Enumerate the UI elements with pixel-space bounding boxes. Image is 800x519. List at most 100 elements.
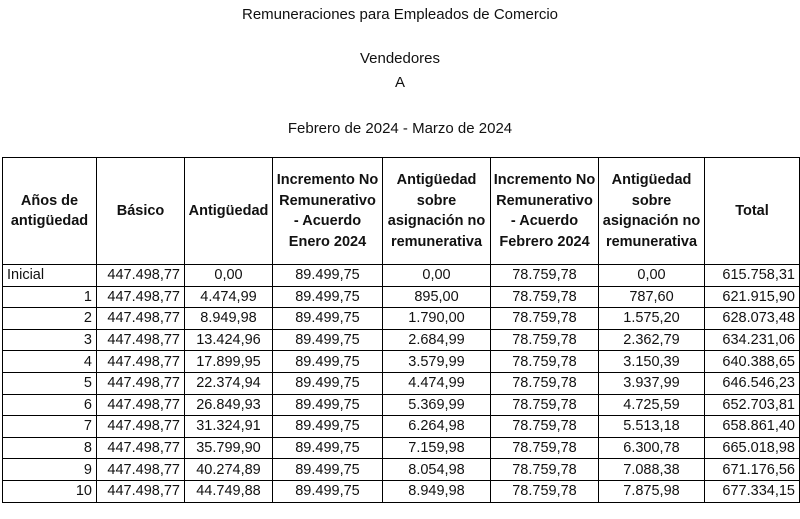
cell-antiguedad-asig-enero: 0,00 [382,264,491,287]
cell-basico: 447.498,77 [96,436,185,460]
table-row: 10 447.498,77 44.749,88 89.499,75 8.949,… [2,479,800,503]
cell-anios: 1 [2,285,97,309]
cell-total: 665.018,98 [704,436,800,460]
table-row: 3 447.498,77 13.424,96 89.499,75 2.684,9… [2,328,800,352]
salary-table: Años de antigüedad Básico Antigüedad Inc… [2,157,800,503]
cell-antiguedad: 35.799,90 [184,436,273,460]
cell-total: 652.703,81 [704,393,800,417]
table-row: 2 447.498,77 8.949,98 89.499,75 1.790,00… [2,307,800,330]
table-row: 1 447.498,77 4.474,99 89.499,75 895,00 7… [2,285,800,309]
cell-antiguedad-asig-enero: 6.264,98 [382,415,491,438]
cell-antiguedad-asig-febrero: 2.362,79 [598,328,705,352]
cell-antiguedad-asig-febrero: 7.088,38 [598,458,705,481]
cell-incremento-febrero: 78.759,78 [490,479,599,503]
cell-anios: 8 [2,436,97,460]
cell-basico: 447.498,77 [96,328,185,352]
cell-incremento-febrero: 78.759,78 [490,371,599,395]
period-label: Febrero de 2024 - Marzo de 2024 [287,120,513,137]
cell-basico: 447.498,77 [96,350,185,373]
cell-antiguedad: 13.424,96 [184,328,273,352]
cell-anios: 3 [2,328,97,352]
cell-total: 640.388,65 [704,350,800,373]
cell-basico: 447.498,77 [96,285,185,309]
table-row: 7 447.498,77 31.324,91 89.499,75 6.264,9… [2,415,800,438]
category-label: Vendedores [359,50,441,67]
column-header-basico: Básico [96,157,185,265]
cell-incremento-enero: 89.499,75 [272,436,383,460]
cell-antiguedad-asig-enero: 4.474,99 [382,371,491,395]
cell-incremento-enero: 89.499,75 [272,328,383,352]
cell-antiguedad-asig-febrero: 7.875,98 [598,479,705,503]
cell-basico: 447.498,77 [96,264,185,287]
cell-antiguedad-asig-enero: 895,00 [382,285,491,309]
cell-antiguedad: 44.749,88 [184,479,273,503]
cell-antiguedad-asig-enero: 8.949,98 [382,479,491,503]
table-row: Inicial 447.498,77 0,00 89.499,75 0,00 7… [2,264,800,287]
cell-total: 671.176,56 [704,458,800,481]
cell-anios: 2 [2,307,97,330]
cell-incremento-febrero: 78.759,78 [490,393,599,417]
cell-incremento-febrero: 78.759,78 [490,264,599,287]
cell-antiguedad-asig-enero: 5.369,99 [382,393,491,417]
table-row: 8 447.498,77 35.799,90 89.499,75 7.159,9… [2,436,800,460]
column-header-antiguedad-asig-enero: Antigüedad sobre asignación no remunerat… [382,157,491,265]
cell-incremento-febrero: 78.759,78 [490,307,599,330]
cell-antiguedad: 40.274,89 [184,458,273,481]
cell-antiguedad: 8.949,98 [184,307,273,330]
cell-total: 677.334,15 [704,479,800,503]
cell-anios: Inicial [2,264,97,287]
table-row: 9 447.498,77 40.274,89 89.499,75 8.054,9… [2,458,800,481]
cell-incremento-febrero: 78.759,78 [490,285,599,309]
cell-antiguedad-asig-febrero: 6.300,78 [598,436,705,460]
cell-antiguedad: 0,00 [184,264,273,287]
cell-basico: 447.498,77 [96,415,185,438]
cell-anios: 4 [2,350,97,373]
cell-basico: 447.498,77 [96,393,185,417]
cell-antiguedad-asig-febrero: 0,00 [598,264,705,287]
cell-antiguedad: 17.899,95 [184,350,273,373]
cell-incremento-febrero: 78.759,78 [490,436,599,460]
cell-antiguedad-asig-febrero: 1.575,20 [598,307,705,330]
cell-antiguedad-asig-febrero: 3.150,39 [598,350,705,373]
cell-incremento-enero: 89.499,75 [272,479,383,503]
column-header-total: Total [704,157,800,265]
table-row: 4 447.498,77 17.899,95 89.499,75 3.579,9… [2,350,800,373]
cell-total: 615.758,31 [704,264,800,287]
cell-anios: 5 [2,371,97,395]
cell-incremento-enero: 89.499,75 [272,393,383,417]
cell-anios: 7 [2,415,97,438]
table-header-row: Años de antigüedad Básico Antigüedad Inc… [2,157,800,265]
cell-antiguedad-asig-febrero: 4.725,59 [598,393,705,417]
cell-incremento-enero: 89.499,75 [272,264,383,287]
cell-incremento-enero: 89.499,75 [272,371,383,395]
cell-antiguedad-asig-febrero: 3.937,99 [598,371,705,395]
cell-total: 658.861,40 [704,415,800,438]
cell-antiguedad: 31.324,91 [184,415,273,438]
cell-incremento-enero: 89.499,75 [272,415,383,438]
document-title: Remuneraciones para Empleados de Comerci… [242,6,558,23]
cell-total: 628.073,48 [704,307,800,330]
cell-incremento-febrero: 78.759,78 [490,415,599,438]
cell-antiguedad: 26.849,93 [184,393,273,417]
column-header-anios: Años de antigüedad [2,157,97,265]
cell-basico: 447.498,77 [96,479,185,503]
column-header-incremento-febrero: Incremento No Remunerativo - Acuerdo Feb… [490,157,599,265]
cell-basico: 447.498,77 [96,371,185,395]
cell-basico: 447.498,77 [96,307,185,330]
cell-antiguedad-asig-enero: 2.684,99 [382,328,491,352]
cell-total: 621.915,90 [704,285,800,309]
column-header-antiguedad-asig-febrero: Antigüedad sobre asignación no remunerat… [598,157,705,265]
cell-antiguedad-asig-enero: 1.790,00 [382,307,491,330]
cell-antiguedad: 4.474,99 [184,285,273,309]
cell-total: 646.546,23 [704,371,800,395]
cell-anios: 9 [2,458,97,481]
cell-incremento-enero: 89.499,75 [272,458,383,481]
cell-incremento-enero: 89.499,75 [272,350,383,373]
cell-antiguedad: 22.374,94 [184,371,273,395]
cell-antiguedad-asig-enero: 3.579,99 [382,350,491,373]
column-header-incremento-enero: Incremento No Remunerativo - Acuerdo Ene… [272,157,383,265]
table-row: 6 447.498,77 26.849,93 89.499,75 5.369,9… [2,393,800,417]
column-header-antiguedad: Antigüedad [184,157,273,265]
cell-antiguedad-asig-enero: 7.159,98 [382,436,491,460]
cell-incremento-enero: 89.499,75 [272,285,383,309]
